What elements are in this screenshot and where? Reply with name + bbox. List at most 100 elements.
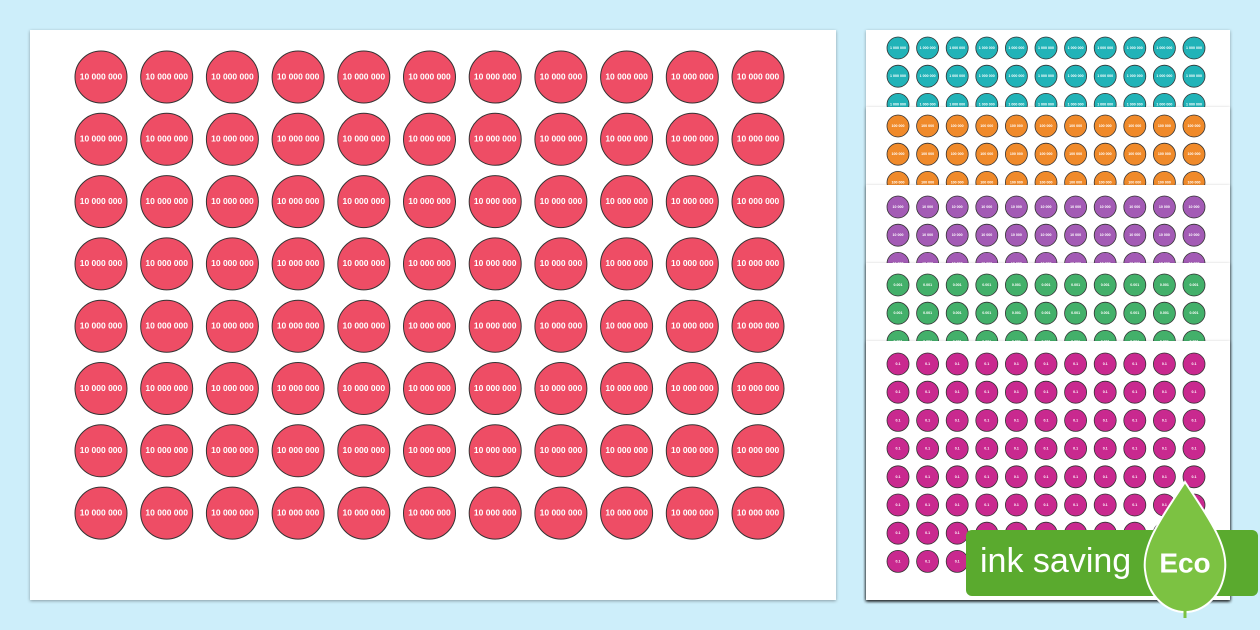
counter-label: 0.1 xyxy=(1192,475,1197,479)
counter-label: 0.001 xyxy=(1160,311,1169,315)
counter-label: 0.1 xyxy=(1044,390,1049,394)
counter-label: 0.001 xyxy=(953,283,962,287)
counter-label: 0.1 xyxy=(896,475,901,479)
counter-label: 10 000 000 xyxy=(277,445,320,455)
counter xyxy=(945,493,969,517)
counter-label: 1 000 000 xyxy=(1068,74,1084,78)
counter-label: 0.1 xyxy=(925,531,930,535)
counter xyxy=(886,142,910,166)
counter-label: 1 000 000 xyxy=(1127,74,1143,78)
counter-label: 0.001 xyxy=(1101,283,1110,287)
counter-label: 1 000 000 xyxy=(1097,46,1113,50)
counter-label: 1 000 000 xyxy=(890,102,906,106)
counter xyxy=(600,112,654,166)
counter-label: 10 000 000 xyxy=(737,320,780,330)
counter-label: 0.001 xyxy=(1190,283,1199,287)
counter-label: 0.1 xyxy=(1162,447,1167,451)
counter xyxy=(916,380,939,404)
counter xyxy=(731,486,785,540)
counter xyxy=(731,237,785,291)
counter-label: 0.1 xyxy=(1044,447,1049,451)
counter xyxy=(1093,64,1117,88)
counter xyxy=(975,493,999,517)
counter xyxy=(1153,301,1176,325)
counter xyxy=(1005,301,1028,325)
counter xyxy=(337,237,391,291)
counter-label: 10 000 000 xyxy=(277,320,320,330)
counter-label: 0.1 xyxy=(1014,475,1019,479)
counter xyxy=(886,352,910,376)
counter-label: 10 000 000 xyxy=(671,320,714,330)
counter-label: 100 000 xyxy=(921,124,934,128)
counter-label: 0.1 xyxy=(925,362,930,366)
counter xyxy=(1153,380,1176,404)
counter xyxy=(140,362,194,415)
counter-label: 10 000 000 xyxy=(540,320,583,330)
counter xyxy=(1093,195,1117,219)
counter-label: 0.1 xyxy=(1044,475,1049,479)
counter xyxy=(1123,493,1147,517)
counter xyxy=(916,521,939,545)
counter xyxy=(271,112,325,166)
counter xyxy=(945,465,969,489)
counter xyxy=(886,223,910,247)
counter-label: 10 000 000 xyxy=(540,445,583,455)
counter-label: 10 000 000 xyxy=(80,258,123,268)
counter-label: 100 000 xyxy=(1158,152,1171,156)
counter xyxy=(205,112,259,166)
counter xyxy=(468,424,522,478)
counter-label: 0.1 xyxy=(1162,503,1167,507)
counter-label: 10 000 xyxy=(1129,205,1140,209)
counter xyxy=(337,299,391,353)
counter-label: 10 000 xyxy=(1041,205,1052,209)
counter xyxy=(468,112,522,166)
counter xyxy=(665,237,719,291)
counter-label: 1 000 000 xyxy=(1156,102,1172,106)
sheet-counters: 100 000 100 000 100 000 100 000 100 000 100 0… xyxy=(886,114,1206,194)
counter-label: 10 000 xyxy=(893,233,904,237)
counter-label: 0.1 xyxy=(1014,447,1019,451)
counter xyxy=(1064,465,1087,489)
counter xyxy=(1093,301,1117,325)
counter-label: 10 000 000 xyxy=(80,134,123,144)
counter xyxy=(1153,352,1176,376)
counter xyxy=(1153,64,1176,88)
counter-label: 10 000 000 xyxy=(671,71,714,81)
counter-label: 10 000 xyxy=(1070,233,1081,237)
counter-label: 0.1 xyxy=(955,531,960,535)
counter-label: 0.1 xyxy=(896,531,901,535)
counter xyxy=(600,486,654,540)
counter xyxy=(731,112,785,166)
counter-label: 10 000 000 xyxy=(474,445,517,455)
counter-label: 10 000 xyxy=(922,205,933,209)
counter xyxy=(731,50,785,104)
counter-label: 10 000 000 xyxy=(540,383,583,393)
counter xyxy=(534,112,588,166)
counter-label: 0.1 xyxy=(1192,418,1197,422)
counter-label: 0.1 xyxy=(1103,475,1108,479)
counter xyxy=(1064,493,1087,517)
counter-label: 1 000 000 xyxy=(890,46,906,50)
counter-label: 0.1 xyxy=(1162,418,1167,422)
counter xyxy=(945,352,969,376)
counter-label: 0.1 xyxy=(1103,418,1108,422)
counter xyxy=(74,424,128,478)
counter-label: 10 000 000 xyxy=(408,383,451,393)
counter xyxy=(1064,114,1087,138)
counter-label: 10 000 000 xyxy=(671,258,714,268)
counter-label: 10 000 xyxy=(1100,233,1111,237)
counter xyxy=(975,437,999,461)
counter-label: 0.1 xyxy=(1014,362,1019,366)
counter-label: 100 000 xyxy=(1128,152,1141,156)
counter xyxy=(1064,195,1087,219)
counter xyxy=(1093,352,1117,376)
counter-label: 1 000 000 xyxy=(1038,46,1054,50)
counter xyxy=(337,424,391,478)
counter xyxy=(271,50,325,104)
counter xyxy=(468,362,522,415)
counter xyxy=(975,380,999,404)
counter xyxy=(205,175,259,229)
counter-label: 10 000 000 xyxy=(145,196,188,206)
counter xyxy=(534,299,588,353)
